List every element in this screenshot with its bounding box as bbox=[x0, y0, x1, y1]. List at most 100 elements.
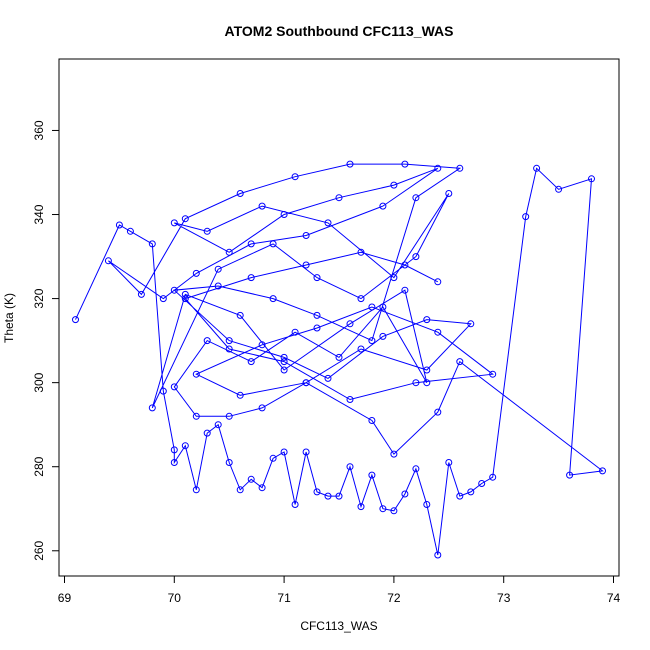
data-point bbox=[236, 190, 244, 197]
data-point bbox=[335, 492, 343, 500]
data-point bbox=[412, 465, 420, 473]
data-point bbox=[291, 328, 299, 336]
data-point bbox=[555, 185, 563, 193]
data-point bbox=[467, 320, 475, 328]
data-point bbox=[379, 303, 387, 311]
data-point bbox=[302, 232, 310, 239]
y-tick-label: 320 bbox=[32, 288, 46, 308]
data-point bbox=[566, 471, 574, 479]
data-point bbox=[346, 396, 354, 403]
data-point bbox=[390, 181, 398, 189]
data-point bbox=[346, 463, 354, 471]
data-point bbox=[401, 286, 409, 294]
y-axis-label: Theta (K) bbox=[2, 293, 16, 343]
data-point bbox=[236, 486, 244, 494]
series-points bbox=[72, 160, 606, 559]
data-point bbox=[302, 261, 310, 269]
data-point bbox=[445, 190, 453, 197]
data-point bbox=[170, 219, 178, 227]
data-point bbox=[445, 459, 453, 466]
data-point bbox=[236, 311, 244, 319]
data-point bbox=[225, 459, 233, 466]
data-point bbox=[456, 164, 464, 172]
data-point bbox=[214, 282, 222, 290]
data-point bbox=[588, 175, 595, 183]
data-point bbox=[214, 421, 222, 429]
data-point bbox=[280, 353, 288, 361]
data-point bbox=[368, 471, 376, 479]
data-point bbox=[434, 551, 442, 559]
data-point bbox=[269, 295, 277, 303]
data-point bbox=[313, 488, 321, 496]
data-point bbox=[181, 215, 189, 223]
data-point bbox=[280, 358, 288, 366]
chart-title: ATOM2 Southbound CFC113_WAS bbox=[225, 23, 454, 39]
x-tick-label: 73 bbox=[497, 591, 511, 605]
y-tick-label: 260 bbox=[32, 540, 46, 560]
data-point bbox=[489, 473, 497, 481]
data-point bbox=[247, 274, 255, 282]
data-point bbox=[478, 480, 486, 487]
data-point bbox=[269, 454, 277, 462]
y-tick-label: 300 bbox=[32, 372, 46, 392]
data-point bbox=[324, 219, 332, 227]
data-point bbox=[280, 366, 288, 374]
data-point bbox=[203, 429, 211, 437]
data-point bbox=[335, 194, 343, 202]
data-point bbox=[291, 173, 299, 181]
data-point bbox=[203, 337, 211, 345]
data-point bbox=[159, 387, 167, 395]
data-point bbox=[170, 383, 178, 391]
data-point bbox=[137, 290, 145, 298]
data-point bbox=[401, 490, 409, 498]
data-point bbox=[181, 290, 189, 298]
x-tick-label: 71 bbox=[277, 591, 291, 605]
data-point bbox=[247, 358, 255, 366]
data-point bbox=[192, 412, 200, 420]
data-point bbox=[533, 164, 541, 172]
data-point bbox=[280, 448, 288, 456]
data-point bbox=[159, 295, 167, 303]
data-point bbox=[115, 221, 123, 229]
data-point bbox=[456, 492, 464, 500]
data-point bbox=[412, 379, 420, 387]
data-point bbox=[346, 160, 354, 168]
data-point bbox=[390, 274, 398, 282]
x-axis: 69 70 71 72 73 74 bbox=[58, 575, 621, 605]
data-point bbox=[192, 269, 200, 277]
data-point bbox=[390, 450, 398, 458]
data-point bbox=[379, 505, 387, 513]
data-point bbox=[225, 345, 233, 353]
data-point bbox=[148, 240, 156, 248]
x-tick-label: 72 bbox=[387, 591, 401, 605]
data-point bbox=[181, 442, 189, 450]
data-point bbox=[456, 358, 464, 366]
data-point bbox=[181, 295, 189, 303]
data-point bbox=[522, 213, 530, 221]
data-point bbox=[170, 286, 178, 294]
data-point bbox=[357, 248, 365, 256]
data-point bbox=[390, 507, 398, 515]
y-tick-label: 360 bbox=[32, 120, 46, 140]
data-point bbox=[258, 202, 266, 210]
y-tick-label: 280 bbox=[32, 456, 46, 476]
data-point bbox=[280, 211, 288, 218]
data-point bbox=[203, 227, 211, 235]
data-point bbox=[379, 332, 387, 340]
data-point bbox=[225, 337, 233, 345]
x-tick-label: 70 bbox=[168, 591, 182, 605]
data-point bbox=[72, 316, 79, 324]
data-point bbox=[368, 337, 376, 345]
data-point bbox=[126, 227, 134, 235]
data-point bbox=[247, 475, 255, 483]
data-point bbox=[489, 370, 497, 378]
data-point bbox=[401, 160, 409, 168]
x-tick-label: 74 bbox=[607, 591, 621, 605]
data-point bbox=[170, 446, 178, 454]
data-point bbox=[324, 492, 332, 500]
data-point bbox=[434, 408, 442, 416]
data-point bbox=[467, 488, 475, 496]
data-point bbox=[599, 467, 606, 475]
x-tick-label: 69 bbox=[58, 591, 72, 605]
